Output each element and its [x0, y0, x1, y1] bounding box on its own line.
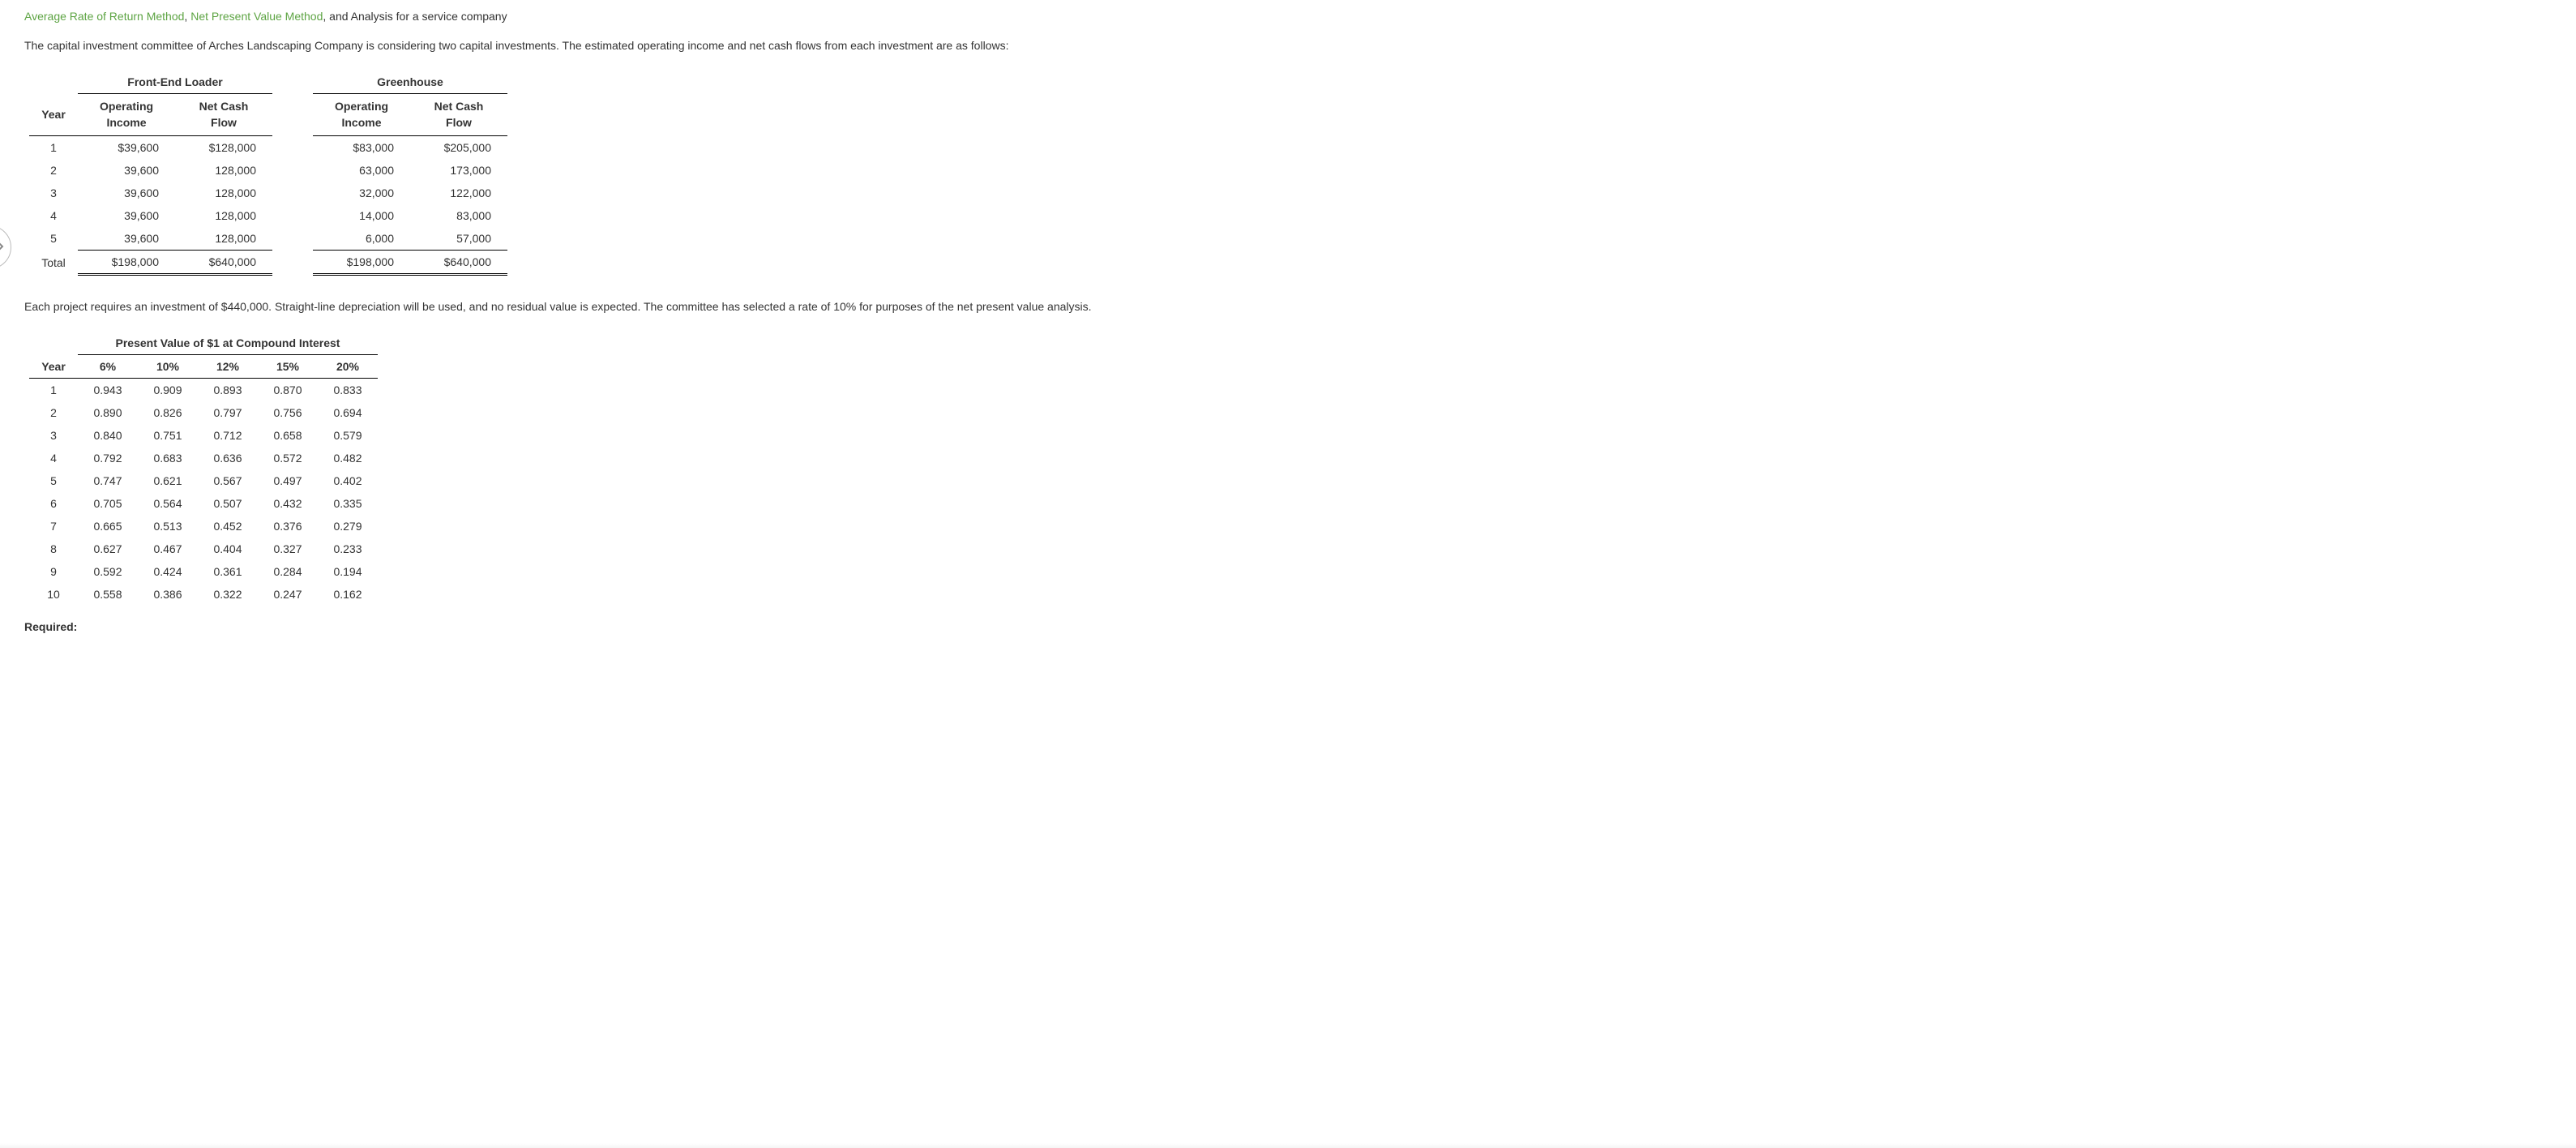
table-row: 20.8900.8260.7970.7560.694 [29, 401, 378, 424]
table-row: 4 39,600 128,000 14,000 83,000 [29, 204, 507, 227]
table-row: 40.7920.6830.6360.5720.482 [29, 447, 378, 469]
chevron-right-icon [0, 241, 4, 255]
table-row: 30.8400.7510.7120.6580.579 [29, 424, 378, 447]
intro-tail: , and Analysis for a service company [323, 10, 507, 23]
group-header-a: Front-End Loader [78, 71, 272, 94]
required-label: Required: [24, 620, 2552, 633]
table-total-row: Total $198,000 $640,000 $198,000 $640,00… [29, 251, 507, 275]
col-year: Year [29, 94, 78, 136]
table-row: 100.5580.3860.3220.2470.162 [29, 583, 378, 606]
pv-col-12: 12% [198, 355, 258, 379]
col-op-income-b: OperatingIncome [313, 94, 410, 136]
table-row: 70.6650.5130.4520.3760.279 [29, 515, 378, 538]
pv-col-10: 10% [138, 355, 198, 379]
analysis-note: Each project requires an investment of $… [24, 298, 2552, 315]
table-row: 50.7470.6210.5670.4970.402 [29, 469, 378, 492]
col-cash-flow-a: Net CashFlow [175, 94, 272, 136]
table-row: 2 39,600 128,000 63,000 173,000 [29, 159, 507, 182]
present-value-table: Present Value of $1 at Compound Interest… [29, 332, 2552, 606]
intro-line: Average Rate of Return Method, Net Prese… [24, 10, 2552, 23]
method-link-npv[interactable]: Net Present Value Method [190, 10, 323, 23]
pv-col-year: Year [29, 355, 78, 379]
table-row: 60.7050.5640.5070.4320.335 [29, 492, 378, 515]
problem-statement: The capital investment committee of Arch… [24, 37, 2552, 54]
pv-col-15: 15% [258, 355, 318, 379]
pv-table-title: Present Value of $1 at Compound Interest [78, 332, 378, 355]
col-op-income-a: OperatingIncome [78, 94, 175, 136]
table-row: 5 39,600 128,000 6,000 57,000 [29, 227, 507, 251]
group-header-b: Greenhouse [313, 71, 507, 94]
table-row: 10.9430.9090.8930.8700.833 [29, 379, 378, 402]
table-row: 80.6270.4670.4040.3270.233 [29, 538, 378, 560]
table-row: 1 $39,600 $128,000 $83,000 $205,000 [29, 136, 507, 160]
pv-col-20: 20% [318, 355, 378, 379]
table-row: 90.5920.4240.3610.2840.194 [29, 560, 378, 583]
investments-table: Front-End Loader Greenhouse Year Operati… [29, 71, 2552, 276]
col-cash-flow-b: Net CashFlow [410, 94, 507, 136]
method-link-arr[interactable]: Average Rate of Return Method [24, 10, 184, 23]
pv-col-6: 6% [78, 355, 138, 379]
table-row: 3 39,600 128,000 32,000 122,000 [29, 182, 507, 204]
